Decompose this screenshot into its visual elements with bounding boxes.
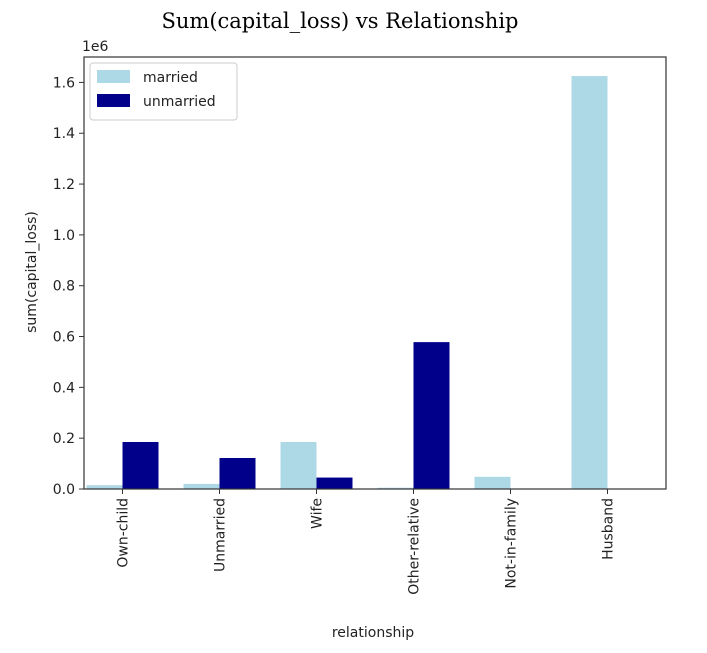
- y-tick-label: 0.4: [53, 380, 75, 396]
- bar-married-Husband: [571, 76, 608, 489]
- x-axis: Own-child Unmarried Wife Other-relative Not-…: [116, 489, 617, 595]
- legend-swatch-unmarried: [97, 94, 130, 107]
- legend-label-unmarried: unmarried: [143, 94, 216, 110]
- bar-married-Wife: [280, 441, 317, 489]
- x-tick-label: Unmarried: [213, 498, 229, 572]
- y-tick-label: 1.2: [53, 177, 75, 193]
- plot-frame: [83, 56, 667, 490]
- y-tick-label: 1.6: [53, 75, 75, 91]
- bar-unmarried-Wife: [316, 477, 353, 489]
- bar-married-Not-in-family: [474, 476, 511, 489]
- bars-group: [86, 76, 608, 489]
- legend: married unmarried: [89, 62, 238, 121]
- bar-unmarried-Unmarried: [219, 457, 256, 489]
- y-tick-label: 0.2: [53, 431, 75, 447]
- bar-unmarried-Other-relative: [413, 342, 450, 489]
- bar-married-Other-relative: [377, 487, 414, 489]
- x-tick-label: Not-in-family: [504, 498, 520, 589]
- y-axis-label: sum(capital_loss): [24, 211, 40, 333]
- y-axis: 0.0 0.2 0.4 0.6 0.8 1.0 1.2 1.4 1.6: [53, 75, 84, 498]
- bar-unmarried-Own-child: [122, 441, 159, 489]
- y-tick-label: 0.8: [53, 279, 75, 295]
- y-tick-label: 1.0: [53, 228, 75, 244]
- y-tick-label: 0.6: [53, 330, 75, 346]
- bar-married-Own-child: [86, 485, 123, 489]
- x-tick-label: Other-relative: [407, 498, 423, 595]
- y-tick-label: 1.4: [53, 126, 75, 142]
- legend-label-married: married: [143, 70, 198, 86]
- legend-swatch-married: [97, 70, 130, 83]
- y-offset-label: 1e6: [82, 39, 109, 55]
- x-tick-label: Husband: [601, 498, 617, 560]
- y-tick-label: 0.0: [53, 482, 75, 498]
- x-tick-label: Wife: [310, 498, 326, 529]
- x-axis-label: relationship: [332, 625, 414, 641]
- bar-married-Unmarried: [183, 483, 220, 489]
- x-tick-label: Own-child: [116, 498, 132, 568]
- chart-title: Sum(capital_loss) vs Relationship: [162, 9, 519, 33]
